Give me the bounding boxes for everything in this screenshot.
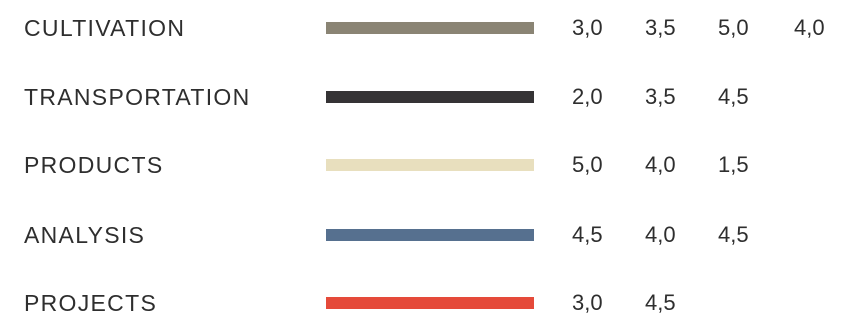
value-cell: 2,0 <box>572 84 603 109</box>
value-cell: 5,0 <box>572 152 603 177</box>
value-cell: 4,5 <box>718 84 749 109</box>
value-cell: 4,5 <box>718 222 749 247</box>
legend-label: ANALYSIS <box>24 222 146 248</box>
value-cell: 5,0 <box>718 15 749 40</box>
legend-row-cultivation: CULTIVATION 3,0 3,5 5,0 4,0 <box>0 8 842 48</box>
value-cell: 1,5 <box>718 152 749 177</box>
color-swatch <box>326 159 534 171</box>
value-cell: 3,0 <box>572 290 603 315</box>
value-cell: 4,5 <box>572 222 603 247</box>
legend-row-projects: PROJECTS 3,0 4,5 <box>0 283 842 323</box>
value-cell: 4,5 <box>645 290 676 315</box>
legend-row-products: PRODUCTS 5,0 4,0 1,5 <box>0 145 842 185</box>
value-cell: 4,0 <box>645 152 676 177</box>
color-swatch <box>326 22 534 34</box>
legend-label: TRANSPORTATION <box>24 84 251 110</box>
value-cell: 3,5 <box>645 15 676 40</box>
value-cell: 3,5 <box>645 84 676 109</box>
legend-row-transportation: TRANSPORTATION 2,0 3,5 4,5 <box>0 77 842 117</box>
legend-label: PRODUCTS <box>24 152 164 178</box>
color-swatch <box>326 297 534 309</box>
legend-row-analysis: ANALYSIS 4,5 4,0 4,5 <box>0 215 842 255</box>
value-cell: 3,0 <box>572 15 603 40</box>
legend-label: PROJECTS <box>24 290 158 316</box>
value-cell: 4,0 <box>794 15 825 40</box>
color-swatch <box>326 91 534 103</box>
color-swatch <box>326 229 534 241</box>
value-cell: 4,0 <box>645 222 676 247</box>
legend-label: CULTIVATION <box>24 15 186 41</box>
